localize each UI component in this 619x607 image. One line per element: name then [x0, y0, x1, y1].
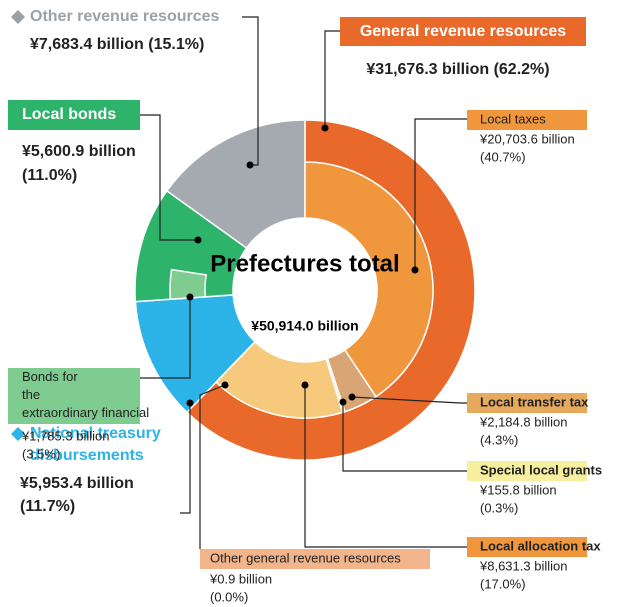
label-box: [340, 17, 586, 46]
value-label: ¥2,184.8 billion: [479, 414, 567, 429]
labels: General revenue resources ¥31,676.3 billi…: [8, 8, 602, 604]
leader: [140, 114, 198, 241]
diamond-icon: [11, 10, 25, 24]
dot: [411, 266, 419, 274]
dot: [186, 399, 194, 407]
label-box: [200, 549, 430, 569]
leader-lines: [140, 16, 467, 549]
label-box: [8, 368, 140, 424]
label-name: Special local grants: [480, 462, 602, 477]
label-name: General revenue resources: [360, 23, 566, 40]
percent-label: (11.0%): [22, 167, 77, 184]
label-name: Local taxes: [480, 111, 546, 126]
leader: [199, 384, 226, 549]
percent-label: (0.0%): [210, 589, 248, 604]
center-title: Prefectures total: [210, 250, 399, 277]
value-label: ¥7,683.4 billion: [30, 36, 144, 53]
dot: [301, 381, 309, 389]
value-label: ¥5,953.4 billion: [20, 475, 134, 492]
label-box: [467, 537, 587, 557]
percent-label: (62.2%): [494, 61, 550, 78]
label-box: [467, 110, 587, 130]
label-name: Local transfer tax: [480, 394, 589, 409]
percent-label: (17.0%): [480, 576, 526, 591]
label-name: Local bonds: [22, 106, 116, 123]
value-label: ¥5,600.9 billion: [22, 143, 136, 160]
leader: [140, 297, 191, 379]
dots: [186, 124, 419, 407]
percent-label: (11.7%): [20, 498, 75, 515]
label-name: National treasury disbursements: [30, 425, 161, 464]
label-box: [467, 461, 587, 481]
leader: [351, 396, 467, 404]
value-label: ¥155.8 billion: [479, 482, 557, 497]
label-box: [8, 100, 140, 130]
leader: [414, 118, 467, 270]
center-total: ¥50,914.0 billion: [251, 318, 358, 334]
dot: [246, 161, 254, 169]
leader: [342, 402, 467, 472]
value-label: ¥0.9 billion: [209, 571, 272, 586]
value-label: ¥1,785.3 billion: [21, 428, 109, 443]
dot: [348, 393, 356, 401]
leader: [180, 403, 191, 514]
label-value: ¥31,676.3 billion (62.2%): [366, 61, 549, 78]
dot: [221, 381, 229, 389]
leader: [242, 16, 259, 166]
percent-label: (4.3%): [480, 432, 518, 447]
dot: [339, 398, 347, 406]
percent-label: (40.7%): [480, 149, 526, 164]
label-box: [467, 393, 587, 413]
percent-label: (3.5%): [22, 446, 60, 461]
value-label: ¥20,703.6 billion: [479, 131, 575, 146]
label-value: ¥7,683.4 billion (15.1%): [30, 36, 204, 53]
label-name: Local allocation tax: [480, 538, 601, 553]
inner-segment: [215, 340, 257, 384]
leader: [304, 385, 467, 548]
leader: [324, 30, 340, 128]
diamond-icon: [11, 427, 25, 441]
label-name: Other general revenue resources: [210, 550, 401, 565]
rings: [134, 119, 476, 461]
dot: [321, 124, 329, 132]
value-label: ¥8,631.3 billion: [479, 558, 567, 573]
sub-segment: [169, 268, 208, 301]
dot: [186, 293, 194, 301]
label-name: Other revenue resources: [30, 8, 220, 25]
value-label: ¥31,676.3 billion: [366, 61, 489, 78]
dot: [194, 236, 202, 244]
percent-label: (0.3%): [480, 500, 518, 515]
center-hole: [233, 218, 377, 362]
label-name: Bonds for the extraordinary financial: [22, 369, 149, 420]
percent-label: (15.1%): [148, 36, 204, 53]
